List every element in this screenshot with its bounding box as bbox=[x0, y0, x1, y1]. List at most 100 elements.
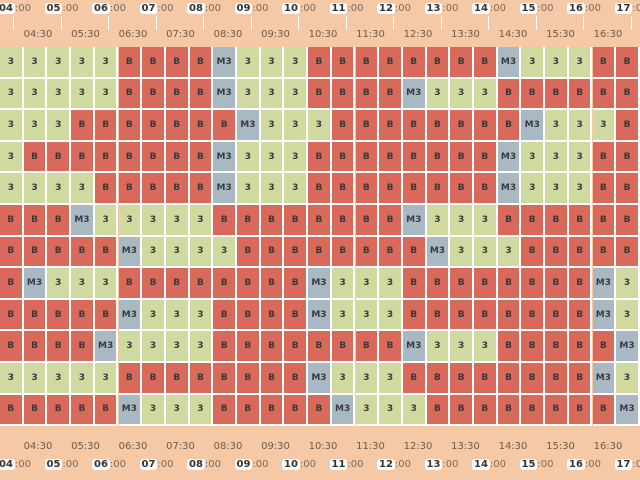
schedule-cell[interactable]: B bbox=[237, 363, 261, 395]
schedule-cell[interactable]: B bbox=[331, 110, 356, 142]
schedule-cell[interactable]: B bbox=[23, 394, 48, 427]
schedule-cell[interactable]: B bbox=[284, 331, 309, 363]
schedule-cell[interactable]: 3 bbox=[260, 47, 285, 79]
schedule-cell[interactable]: 3 bbox=[284, 78, 309, 111]
schedule-cell[interactable]: 3 bbox=[237, 173, 261, 205]
schedule-cell[interactable]: 3 bbox=[47, 363, 72, 395]
schedule-cell[interactable]: B bbox=[284, 205, 309, 237]
schedule-cell[interactable]: B bbox=[426, 141, 451, 174]
schedule-cell[interactable]: 3 bbox=[94, 78, 119, 111]
schedule-cell[interactable]: 3 bbox=[331, 268, 356, 300]
schedule-cell[interactable]: 3 bbox=[426, 331, 451, 363]
schedule-cell[interactable]: 3 bbox=[165, 299, 190, 332]
schedule-cell[interactable]: B bbox=[189, 363, 214, 395]
schedule-cell[interactable]: 3 bbox=[474, 205, 498, 237]
schedule-cell[interactable]: M3 bbox=[23, 268, 48, 300]
schedule-cell[interactable]: B bbox=[379, 47, 403, 79]
schedule-cell[interactable]: M3 bbox=[402, 331, 427, 363]
schedule-cell[interactable]: B bbox=[521, 78, 546, 111]
schedule-cell[interactable]: B bbox=[521, 394, 546, 427]
schedule-cell[interactable]: B bbox=[592, 78, 617, 111]
schedule-cell[interactable]: M3 bbox=[118, 394, 143, 427]
schedule-cell[interactable]: B bbox=[0, 205, 24, 237]
schedule-cell[interactable]: B bbox=[450, 110, 474, 142]
schedule-cell[interactable]: B bbox=[189, 47, 214, 79]
schedule-cell[interactable]: B bbox=[71, 394, 95, 427]
schedule-cell[interactable]: 3 bbox=[260, 141, 285, 174]
schedule-cell[interactable]: B bbox=[94, 110, 119, 142]
schedule-cell[interactable]: M3 bbox=[592, 299, 617, 332]
schedule-cell[interactable]: B bbox=[118, 173, 143, 205]
schedule-cell[interactable]: B bbox=[616, 47, 640, 79]
schedule-cell[interactable]: 3 bbox=[94, 47, 119, 79]
schedule-cell[interactable]: 3 bbox=[189, 236, 214, 269]
schedule-cell[interactable]: 3 bbox=[450, 236, 474, 269]
schedule-cell[interactable]: B bbox=[165, 141, 190, 174]
schedule-cell[interactable]: B bbox=[568, 394, 593, 427]
schedule-cell[interactable]: B bbox=[308, 173, 332, 205]
schedule-cell[interactable]: B bbox=[142, 141, 166, 174]
schedule-cell[interactable]: B bbox=[450, 141, 474, 174]
schedule-cell[interactable]: 3 bbox=[189, 299, 214, 332]
schedule-cell[interactable]: M3 bbox=[213, 141, 237, 174]
schedule-cell[interactable]: 3 bbox=[402, 394, 427, 427]
schedule-cell[interactable]: 3 bbox=[0, 78, 24, 111]
schedule-cell[interactable]: 3 bbox=[23, 363, 48, 395]
schedule-cell[interactable]: B bbox=[616, 110, 640, 142]
schedule-cell[interactable]: B bbox=[474, 299, 498, 332]
schedule-cell[interactable]: B bbox=[379, 110, 403, 142]
schedule-cell[interactable]: B bbox=[47, 394, 72, 427]
schedule-cell[interactable]: M3 bbox=[616, 331, 640, 363]
schedule-cell[interactable]: B bbox=[474, 394, 498, 427]
schedule-cell[interactable]: 3 bbox=[450, 331, 474, 363]
schedule-cell[interactable]: B bbox=[142, 110, 166, 142]
schedule-cell[interactable]: B bbox=[237, 394, 261, 427]
schedule-cell[interactable]: B bbox=[142, 363, 166, 395]
schedule-cell[interactable]: B bbox=[213, 394, 237, 427]
schedule-cell[interactable]: B bbox=[521, 268, 546, 300]
schedule-cell[interactable]: B bbox=[545, 363, 569, 395]
schedule-cell[interactable]: 3 bbox=[142, 299, 166, 332]
schedule-cell[interactable]: B bbox=[592, 47, 617, 79]
schedule-cell[interactable]: B bbox=[521, 236, 546, 269]
schedule-cell[interactable]: B bbox=[165, 173, 190, 205]
schedule-cell[interactable]: 3 bbox=[331, 299, 356, 332]
schedule-cell[interactable]: B bbox=[426, 394, 451, 427]
schedule-cell[interactable]: B bbox=[165, 363, 190, 395]
schedule-cell[interactable]: B bbox=[308, 236, 332, 269]
schedule-cell[interactable]: B bbox=[355, 205, 380, 237]
schedule-cell[interactable]: B bbox=[426, 268, 451, 300]
schedule-cell[interactable]: B bbox=[142, 47, 166, 79]
schedule-cell[interactable]: B bbox=[71, 141, 95, 174]
schedule-cell[interactable]: 3 bbox=[545, 141, 569, 174]
schedule-cell[interactable]: B bbox=[592, 331, 617, 363]
schedule-cell[interactable]: B bbox=[237, 268, 261, 300]
schedule-cell[interactable]: 3 bbox=[165, 205, 190, 237]
schedule-cell[interactable]: B bbox=[237, 205, 261, 237]
schedule-cell[interactable]: M3 bbox=[426, 236, 451, 269]
schedule-cell[interactable]: B bbox=[0, 236, 24, 269]
schedule-cell[interactable]: B bbox=[308, 47, 332, 79]
schedule-cell[interactable]: B bbox=[402, 173, 427, 205]
schedule-cell[interactable]: B bbox=[331, 331, 356, 363]
schedule-cell[interactable]: 3 bbox=[47, 47, 72, 79]
schedule-cell[interactable]: B bbox=[331, 205, 356, 237]
schedule-cell[interactable]: M3 bbox=[118, 236, 143, 269]
schedule-cell[interactable]: B bbox=[402, 141, 427, 174]
schedule-cell[interactable]: B bbox=[47, 205, 72, 237]
schedule-cell[interactable]: 3 bbox=[23, 173, 48, 205]
schedule-cell[interactable]: B bbox=[94, 236, 119, 269]
schedule-cell[interactable]: B bbox=[331, 236, 356, 269]
schedule-cell[interactable]: B bbox=[118, 268, 143, 300]
schedule-cell[interactable]: B bbox=[497, 331, 522, 363]
schedule-cell[interactable]: B bbox=[0, 331, 24, 363]
schedule-cell[interactable]: M3 bbox=[213, 47, 237, 79]
schedule-cell[interactable]: B bbox=[379, 205, 403, 237]
schedule-cell[interactable]: B bbox=[23, 299, 48, 332]
schedule-cell[interactable]: 3 bbox=[237, 141, 261, 174]
schedule-cell[interactable]: B bbox=[450, 363, 474, 395]
schedule-cell[interactable]: 3 bbox=[94, 205, 119, 237]
schedule-cell[interactable]: 3 bbox=[142, 331, 166, 363]
schedule-cell[interactable]: B bbox=[450, 173, 474, 205]
schedule-cell[interactable]: 3 bbox=[0, 47, 24, 79]
